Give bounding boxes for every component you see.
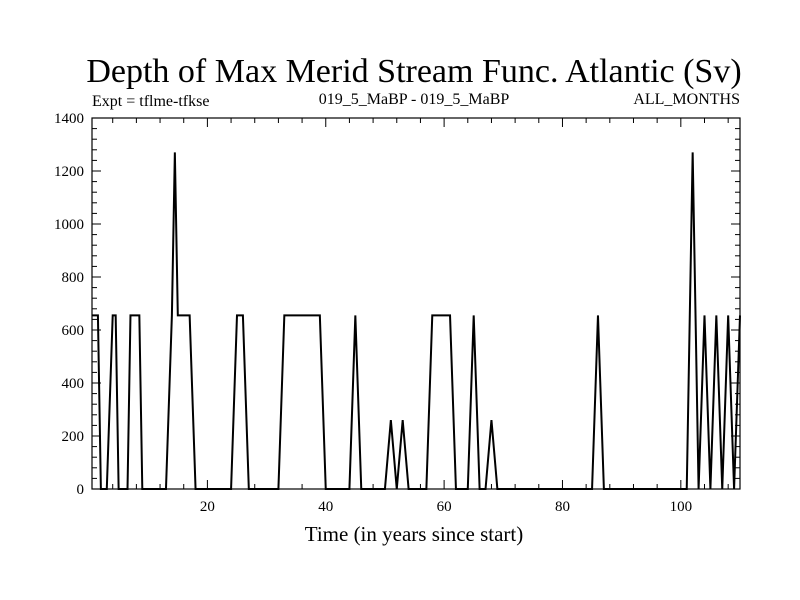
y-tick-label-1: 200 bbox=[62, 429, 85, 445]
x-tick-label-1: 40 bbox=[318, 499, 333, 515]
chart-subtitle-left: Expt = tflme-tfkse bbox=[92, 93, 209, 110]
x-tick-label-0: 20 bbox=[200, 499, 215, 515]
x-tick-label-2: 60 bbox=[437, 499, 452, 515]
chart-subtitle-center: 019_5_MaBP - 019_5_MaBP bbox=[319, 91, 510, 108]
x-axis-label: Time (in years since start) bbox=[305, 522, 524, 546]
y-tick-label-6: 1200 bbox=[54, 164, 84, 180]
y-tick-label-4: 800 bbox=[62, 270, 85, 286]
x-axis: 20 40 60 80 100 bbox=[112, 118, 729, 515]
plot-frame bbox=[91, 117, 741, 490]
x-tick-label-4: 100 bbox=[670, 499, 693, 515]
series-layer bbox=[92, 152, 741, 490]
y-tick-label-5: 1000 bbox=[54, 217, 84, 233]
y-tick-label-7: 1400 bbox=[54, 111, 84, 127]
y-tick-label-2: 400 bbox=[62, 376, 85, 392]
x-tick-label-3: 80 bbox=[555, 499, 570, 515]
y-tick-label-0: 0 bbox=[77, 482, 85, 498]
y-axis: 0 200 400 600 800 1000 1200 1400 bbox=[54, 111, 740, 498]
y-tick-label-3: 600 bbox=[62, 323, 85, 339]
chart-subtitle-right: ALL_MONTHS bbox=[633, 91, 740, 108]
series-line-0 bbox=[92, 152, 741, 490]
chart-title: Depth of Max Merid Stream Func. Atlantic… bbox=[86, 53, 741, 90]
